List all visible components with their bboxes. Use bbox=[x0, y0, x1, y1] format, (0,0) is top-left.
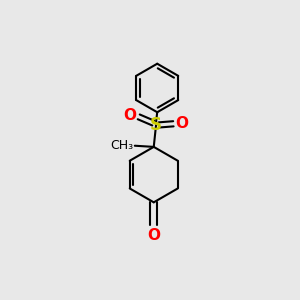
Text: CH₃: CH₃ bbox=[110, 139, 133, 152]
Text: S: S bbox=[150, 116, 162, 134]
Text: O: O bbox=[123, 107, 136, 122]
Text: O: O bbox=[147, 228, 160, 243]
Text: O: O bbox=[176, 116, 189, 131]
